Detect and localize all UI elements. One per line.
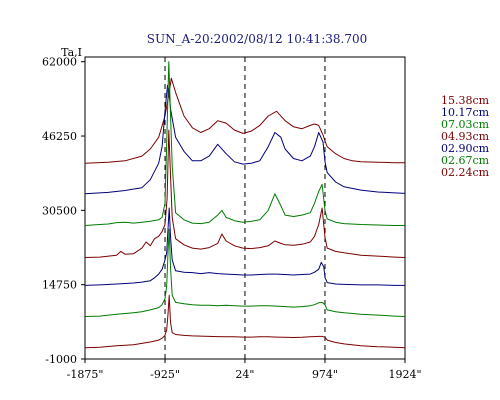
series-line-4 (84, 207, 405, 286)
legend-item-4: 02.90cm (441, 142, 490, 155)
x-tick-label-2: 24" (235, 368, 254, 381)
y-tick-label-3: 14750 (42, 279, 77, 292)
series-layer (84, 61, 406, 349)
legend-item-2: 07.03cm (441, 118, 490, 131)
x-tick-label-4: 1924" (388, 368, 421, 381)
y-tick-label-2: 30500 (42, 204, 77, 217)
y-axis: 62000 46250 30500 14750 -1000 (42, 56, 85, 366)
reference-lines (164, 57, 326, 359)
y-tick-label-4: -1000 (45, 353, 77, 366)
legend: 15.38cm10.17cm07.03cm04.93cm02.90cm02.67… (441, 94, 490, 179)
y-tick-label-0: 62000 (42, 56, 77, 69)
series-line-6 (84, 294, 406, 349)
x-axis: -1875" -925" 24" 974" 1924" (67, 359, 422, 381)
series-line-2 (84, 61, 405, 226)
x-tick-label-0: -1875" (67, 368, 104, 381)
y-tick-label-1: 46250 (42, 130, 77, 143)
series-line-5 (84, 228, 406, 317)
series-line-0 (84, 77, 405, 164)
chart-title: SUN_A-20:2002/08/12 10:41:38.700 (147, 32, 367, 46)
y-axis-label: Ta,I (61, 46, 82, 59)
legend-item-1: 10.17cm (441, 106, 490, 119)
x-tick-label-1: -925" (150, 368, 180, 381)
legend-item-3: 04.93cm (441, 130, 490, 143)
legend-item-6: 02.24cm (441, 166, 490, 179)
legend-item-0: 15.38cm (441, 94, 490, 107)
series-line-1 (84, 84, 406, 195)
legend-item-5: 02.67cm (441, 154, 490, 167)
series-line-3 (84, 129, 406, 258)
x-tick-label-3: 974" (312, 368, 338, 381)
